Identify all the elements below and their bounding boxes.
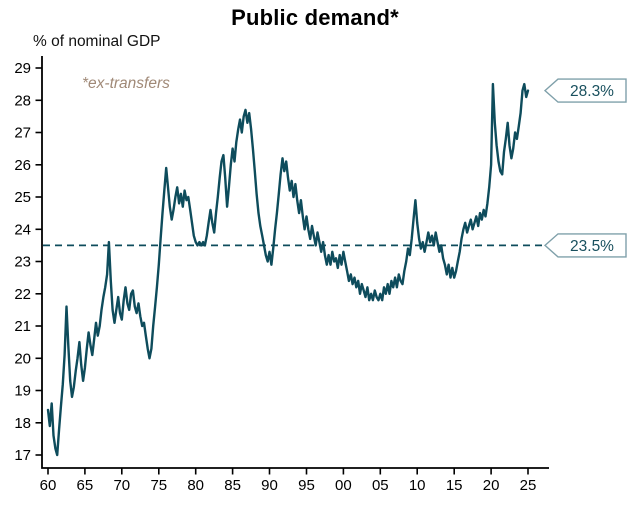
footnote-annotation: *ex-transfers (82, 75, 170, 92)
x-tick-label: 90 (261, 477, 278, 494)
y-axis-unit-label: % of nominal GDP (33, 33, 161, 50)
x-tick-label: 05 (372, 477, 389, 494)
x-tick-label: 25 (520, 477, 537, 494)
y-tick-label: 29 (14, 60, 31, 77)
y-tick-label: 21 (14, 318, 31, 335)
x-tick-label: 65 (77, 477, 94, 494)
x-tick-label: 80 (187, 477, 204, 494)
x-tick-label: 95 (298, 477, 315, 494)
x-tick-label: 60 (40, 477, 57, 494)
dashed-line-callout: 23.5% (543, 233, 627, 258)
x-tick-label: 10 (409, 477, 426, 494)
callout-box (543, 233, 627, 258)
x-tick-label: 75 (150, 477, 167, 494)
x-tick-label: 20 (483, 477, 500, 494)
x-tick-label: 85 (224, 477, 241, 494)
callout-label: 23.5% (570, 238, 614, 255)
end-value-callout: 28.3% (543, 78, 627, 103)
y-tick-label: 19 (14, 383, 31, 400)
axes (41, 56, 549, 469)
y-tick-label: 18 (14, 415, 31, 432)
y-tick-label: 25 (14, 189, 31, 206)
y-tick-label: 23 (14, 254, 31, 271)
y-tick-label: 26 (14, 157, 31, 174)
y-tick-label: 27 (14, 125, 31, 142)
y-tick-label: 22 (14, 286, 31, 303)
y-tick-label: 17 (14, 447, 31, 464)
callout-label: 28.3% (570, 83, 614, 100)
callout-box (543, 78, 627, 103)
x-tick-label: 70 (113, 477, 130, 494)
chart-title: Public demand* (231, 5, 399, 30)
y-tick-label: 24 (14, 222, 31, 239)
series-line (46, 82, 530, 457)
y-tick-label: 28 (14, 93, 31, 110)
x-tick-label: 15 (446, 477, 463, 494)
x-tick-label: 00 (335, 477, 352, 494)
y-tick-label: 20 (14, 351, 31, 368)
